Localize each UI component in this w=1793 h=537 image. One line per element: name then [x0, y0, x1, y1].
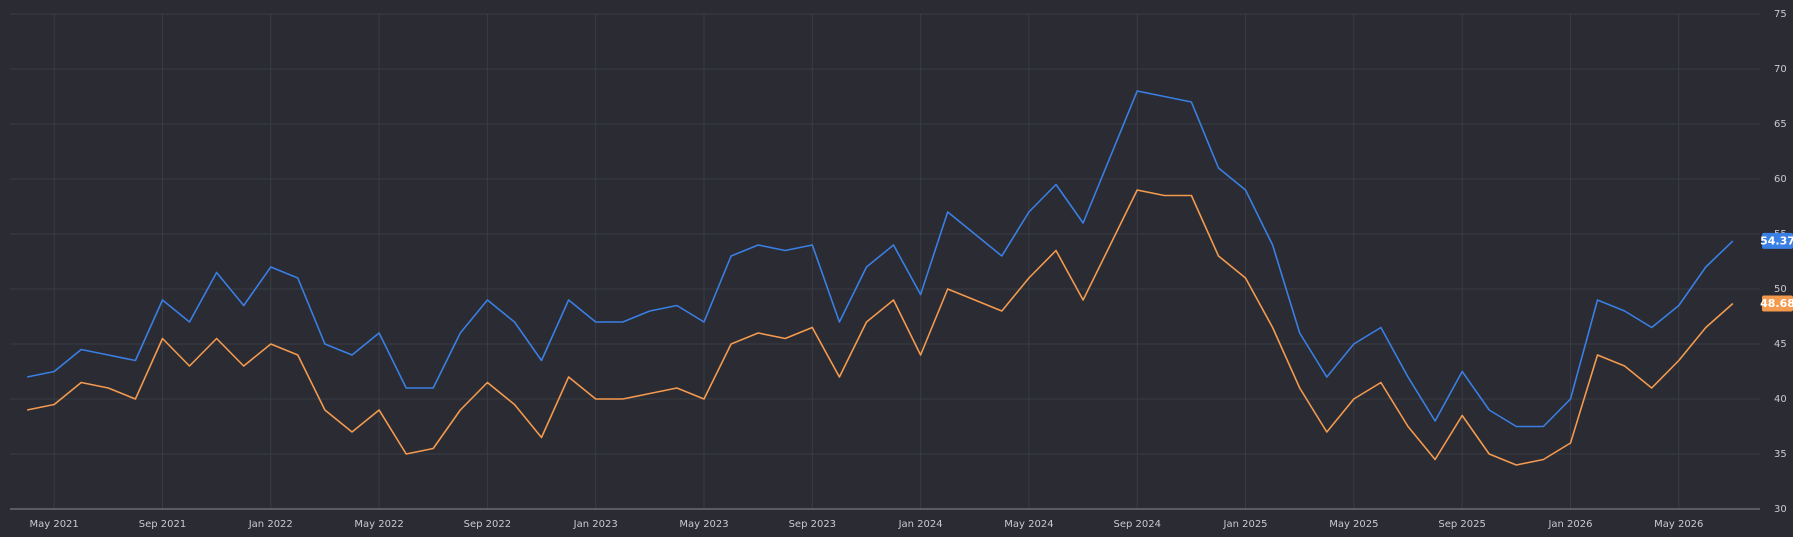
x-tick-label: Jan 2023 — [573, 519, 618, 530]
x-tick-label: Sep 2022 — [464, 519, 511, 530]
x-tick-label: Jan 2026 — [1547, 519, 1592, 530]
y-tick-label: 35 — [1774, 449, 1787, 460]
y-tick-label: 75 — [1774, 9, 1787, 20]
x-tick-label: Sep 2025 — [1438, 519, 1485, 530]
y-tick-label: 60 — [1774, 174, 1787, 185]
y-tick-label: 65 — [1774, 119, 1787, 130]
x-tick-label: Sep 2024 — [1113, 519, 1160, 530]
y-tick-label: 50 — [1774, 284, 1787, 295]
x-tick-label: May 2024 — [1004, 519, 1053, 530]
y-tick-label: 70 — [1774, 64, 1787, 75]
y-tick-label: 30 — [1774, 504, 1787, 515]
x-tick-label: May 2025 — [1329, 519, 1378, 530]
x-tick-label: May 2026 — [1654, 519, 1703, 530]
x-tick-label: Sep 2023 — [789, 519, 836, 530]
x-tick-label: Jan 2024 — [898, 519, 943, 530]
series-line — [26, 90, 1734, 428]
last-value-tag — [1762, 232, 1793, 249]
x-tick-label: May 2023 — [679, 519, 728, 530]
y-tick-label: 40 — [1774, 394, 1787, 405]
last-value-tag — [1762, 295, 1793, 312]
last-value-label: 48.68 — [1760, 297, 1793, 310]
x-tick-label: May 2021 — [29, 519, 78, 530]
x-tick-label: Jan 2022 — [248, 519, 293, 530]
x-tick-label: May 2022 — [354, 519, 403, 530]
last-value-label: 54.37 — [1760, 234, 1793, 247]
x-tick-label: Jan 2025 — [1223, 519, 1268, 530]
y-tick-label: 45 — [1774, 339, 1787, 350]
series-line — [26, 189, 1734, 466]
x-tick-label: Sep 2021 — [139, 519, 186, 530]
